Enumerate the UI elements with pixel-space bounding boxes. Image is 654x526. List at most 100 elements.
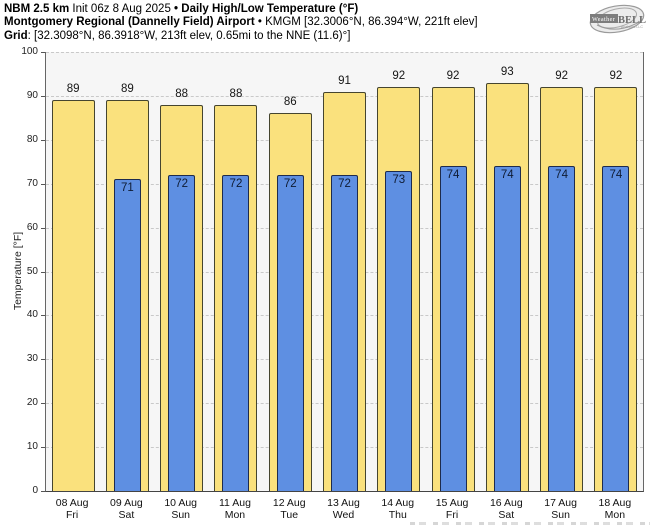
low-value-label: 72 [175,177,189,190]
logo-word-weather: Weather [592,16,615,23]
low-value-label: 71 [121,182,134,195]
low-value-label: 72 [229,177,243,190]
low-value-label: 74 [446,169,460,182]
low-bar: 74 [493,166,521,491]
x-axis-date: 17 Aug [544,497,577,509]
x-axis-label: 13 Aug Wed [316,497,370,521]
high-value-label: 88 [175,87,189,100]
clipped-footer-text [410,522,650,525]
high-value-label: 93 [500,65,514,78]
x-axis-date: 13 Aug [327,497,360,509]
y-tick-mark-20 [41,403,45,405]
low-bar: 72 [276,174,304,491]
y-tick-label-20: 20 [26,397,38,409]
x-axis-weekday: Fri [445,509,459,521]
y-tick-label-50: 50 [26,265,38,277]
x-axis-date: 16 Aug [489,497,523,509]
x-axis-date: 09 Aug [110,497,143,509]
x-axis-weekday: Tue [280,509,299,521]
x-axis-date: 08 Aug [55,497,89,509]
product-name: • Daily High/Low Temperature (°F) [174,3,359,15]
low-bar: 74 [602,166,630,491]
y-tick-mark-60 [41,227,45,229]
x-axis-date: 15 Aug [435,497,469,509]
y-tick-mark-0 [41,491,45,492]
weatherbell-logo: Weather BELL Analytics LLC [589,4,646,34]
gridline-100 [46,52,643,53]
y-tick-mark-40 [41,315,45,317]
station-meta: • KMGM [32.3006°N, 86.394°W, 221ft elev] [254,16,478,29]
x-axis-weekday: Mon [604,509,626,521]
high-value-label: 89 [66,83,80,96]
high-value-label: 86 [283,96,297,109]
y-tick-label-40: 40 [26,309,38,321]
x-axis-date: 12 Aug [272,497,306,509]
grid-value: : [32.3098°N, 86.3918°W, 213ft elev, 0.6… [27,29,351,42]
logo-word-box [590,14,618,23]
low-value-label: 74 [555,169,568,182]
low-value-label: 74 [609,169,623,182]
high-value-label: 92 [392,70,406,83]
x-axis-date: 11 Aug [218,497,251,509]
low-value-label: 72 [283,177,297,190]
x-axis-weekday: Sun [551,509,570,521]
low-bar: 72 [222,174,250,491]
high-value-label: 92 [555,70,568,83]
x-axis-weekday: Fri [66,509,79,521]
y-tick-label-90: 90 [26,89,38,101]
high-value-label: 92 [446,70,460,83]
y-tick-mark-90 [41,95,45,97]
logo-word-bell: BELL [618,15,646,26]
grid-label: Grid [4,29,28,42]
x-axis-label: 17 Aug Sun [533,497,587,521]
y-tick-label-0: 0 [32,485,38,496]
x-axis-weekday: Sat [118,509,135,521]
title-line-1: NBM 2.5 km Init 06z 8 Aug 2025 • Daily H… [4,3,478,16]
logo-tagline: Analytics LLC [621,25,643,29]
y-tick-mark-30 [41,359,45,361]
y-tick-mark-50 [41,271,45,273]
low-value-label: 72 [338,177,351,190]
high-value-label: 91 [338,74,351,87]
title-line-2: Montgomery Regional (Dannelly Field) Air… [4,16,478,29]
low-bar: 71 [113,179,141,491]
low-bar: 74 [439,166,467,491]
x-axis-label: 16 Aug Sat [479,497,533,521]
x-axis-weekday: Sun [171,509,190,521]
x-axis-label: 15 Aug Fri [425,497,479,521]
y-tick-mark-10 [41,447,45,449]
x-axis-label: 14 Aug Thu [371,497,425,521]
y-tick-label-80: 80 [26,133,38,145]
low-bar: 72 [168,174,196,491]
x-axis-weekday: Sat [498,509,515,521]
title-line-3: Grid: [32.3098°N, 86.3918°W, 213ft elev,… [4,30,478,43]
low-bar: 72 [331,174,358,491]
y-tick-mark-80 [41,139,45,141]
init-time: Init 06z 8 Aug 2025 [69,3,175,15]
y-tick-label-60: 60 [26,221,38,233]
high-bar [51,100,95,491]
x-axis-weekday: Mon [224,509,246,521]
chart-header: NBM 2.5 km Init 06z 8 Aug 2025 • Daily H… [4,3,478,43]
low-value-label: 73 [392,173,406,186]
low-bar: 74 [548,166,576,491]
x-axis-weekday: Thu [388,509,407,521]
x-axis-weekday: Wed [332,509,355,521]
y-tick-mark-70 [41,183,45,185]
x-axis-date: 14 Aug [381,497,415,509]
x-axis-label: 10 Aug Sun [154,497,208,521]
y-tick-label-100: 100 [21,46,38,57]
x-axis-label: 08 Aug Fri [45,497,99,521]
x-axis-label: 18 Aug Mon [588,497,642,521]
station-name: Montgomery Regional (Dannelly Field) Air… [4,16,255,29]
y-tick-label-10: 10 [26,441,38,453]
x-axis-date: 18 Aug [598,497,632,509]
low-value-label: 74 [500,169,514,182]
high-value-label: 92 [609,70,623,83]
y-tick-label-30: 30 [26,353,38,365]
x-axis-date: 10 Aug [164,497,198,509]
high-value-label: 88 [229,87,243,100]
plot-area: 89 89 71 88 72 88 72 86 72 91 72 92 73 92 74 93 74 92 74 92… [45,52,644,492]
